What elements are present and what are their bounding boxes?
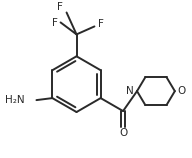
Text: O: O [119,128,127,138]
Text: F: F [57,2,63,12]
Text: N: N [126,86,134,96]
Text: F: F [52,18,58,28]
Text: F: F [98,19,104,29]
Text: H₂N: H₂N [5,95,25,105]
Text: O: O [178,86,186,96]
